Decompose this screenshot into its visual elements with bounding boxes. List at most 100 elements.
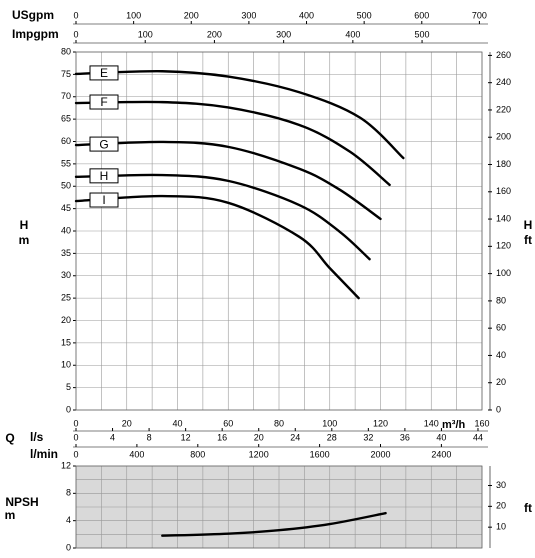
pump-curve xyxy=(74,140,382,221)
y2-tick-label: 80 xyxy=(496,295,506,305)
y-tick-label: 25 xyxy=(61,293,71,303)
npsh-label: NPSH xyxy=(5,495,38,509)
lmin-tick-label: 800 xyxy=(190,449,205,459)
y-tick-label: 70 xyxy=(61,91,71,101)
usgpm-tick-label: 700 xyxy=(472,10,487,20)
y-tick-label: 50 xyxy=(61,181,71,191)
usgpm-tick-label: 100 xyxy=(126,10,141,20)
y2-tick-label: 0 xyxy=(496,404,501,414)
x-tick-label: 60 xyxy=(223,418,233,428)
y2-tick-label: 140 xyxy=(496,213,511,223)
y2-tick-label: 120 xyxy=(496,241,511,251)
usgpm-tick-label: 200 xyxy=(184,10,199,20)
x-tick-label: 160 xyxy=(474,418,489,428)
q-label: Q xyxy=(5,431,14,445)
lmin-tick-label: 0 xyxy=(73,449,78,459)
y2-tick-label: 60 xyxy=(496,323,506,333)
ls-tick-label: 44 xyxy=(473,432,483,442)
lmin-tick-label: 1600 xyxy=(310,449,330,459)
plot-frame xyxy=(75,51,483,411)
ls-tick-label: 0 xyxy=(73,432,78,442)
pump-curve xyxy=(74,194,360,300)
curve-label-box xyxy=(89,94,119,110)
y-tick-label: 30 xyxy=(61,270,71,280)
usgpm-name: USgpm xyxy=(12,8,54,22)
impgpm-tick-label: 300 xyxy=(276,29,291,39)
pump-curve xyxy=(74,69,405,160)
y2-axis-unit: ft xyxy=(524,233,532,247)
y-tick-label: 8 xyxy=(66,488,71,498)
y2-tick-label: 20 xyxy=(496,377,506,387)
usgpm-tick-label: 0 xyxy=(73,10,78,20)
y-tick-label: 12 xyxy=(61,460,71,470)
y2-tick-label: 200 xyxy=(496,132,511,142)
lmin-tick-label: 400 xyxy=(129,449,144,459)
y-tick-label: 75 xyxy=(61,69,71,79)
y2-tick-label: 30 xyxy=(496,480,506,490)
pump-curve xyxy=(74,173,371,261)
npsh-unit: m xyxy=(5,508,16,522)
ls-tick-label: 28 xyxy=(327,432,337,442)
ls-name: l/s xyxy=(30,430,44,444)
y2-tick-label: 180 xyxy=(496,159,511,169)
ls-tick-label: 24 xyxy=(290,432,300,442)
usgpm-tick-label: 600 xyxy=(414,10,429,20)
y-tick-label: 15 xyxy=(61,337,71,347)
curve-label-box xyxy=(89,136,119,152)
pump-curve xyxy=(161,511,387,537)
curve-label-box xyxy=(89,168,119,184)
x-tick-label: 0 xyxy=(73,418,78,428)
impgpm-tick-label: 400 xyxy=(345,29,360,39)
usgpm-tick-label: 300 xyxy=(241,10,256,20)
y2-tick-label: 20 xyxy=(496,501,506,511)
y2-tick-label: 100 xyxy=(496,268,511,278)
curve-label: H xyxy=(100,169,109,183)
y2-tick-label: 40 xyxy=(496,350,506,360)
plot-frame xyxy=(75,465,483,549)
ls-tick-label: 36 xyxy=(400,432,410,442)
y2-axis-label: H xyxy=(524,218,533,232)
curve-label-box xyxy=(89,192,119,208)
curve-label: F xyxy=(100,95,107,109)
lmin-tick-label: 1200 xyxy=(249,449,269,459)
curve-label: G xyxy=(99,137,108,151)
y-tick-label: 0 xyxy=(66,404,71,414)
impgpm-tick-label: 500 xyxy=(415,29,430,39)
y-tick-label: 20 xyxy=(61,315,71,325)
impgpm-name: Impgpm xyxy=(12,27,59,41)
y-tick-label: 0 xyxy=(66,542,71,552)
x-tick-label: 100 xyxy=(322,418,337,428)
y-axis-label: H xyxy=(20,218,29,232)
ls-tick-label: 8 xyxy=(147,432,152,442)
ls-tick-label: 12 xyxy=(181,432,191,442)
usgpm-tick-label: 500 xyxy=(357,10,372,20)
y-axis-unit: m xyxy=(19,233,30,247)
y-tick-label: 10 xyxy=(61,360,71,370)
y-tick-label: 40 xyxy=(61,225,71,235)
y-tick-label: 60 xyxy=(61,136,71,146)
impgpm-tick-label: 0 xyxy=(73,29,78,39)
y-tick-label: 4 xyxy=(66,515,71,525)
x-tick-label: 20 xyxy=(122,418,132,428)
curve-label-box xyxy=(89,65,119,81)
y2-tick-label: 240 xyxy=(496,77,511,87)
y-tick-label: 65 xyxy=(61,114,71,124)
ls-tick-label: 4 xyxy=(110,432,115,442)
y2-tick-label: 260 xyxy=(496,50,511,60)
lmin-tick-label: 2000 xyxy=(370,449,390,459)
ls-tick-label: 20 xyxy=(254,432,264,442)
y-tick-label: 5 xyxy=(66,382,71,392)
x-axis-label: m³/h xyxy=(442,419,466,431)
impgpm-tick-label: 200 xyxy=(207,29,222,39)
y2-tick-label: 10 xyxy=(496,522,506,532)
usgpm-tick-label: 400 xyxy=(299,10,314,20)
curve-label: E xyxy=(100,66,108,80)
ls-tick-label: 40 xyxy=(436,432,446,442)
lmin-name: l/min xyxy=(30,447,58,461)
pump-curve xyxy=(74,100,391,187)
ls-tick-label: 32 xyxy=(363,432,373,442)
ls-tick-label: 16 xyxy=(217,432,227,442)
x-tick-label: 40 xyxy=(172,418,182,428)
y2-tick-label: 220 xyxy=(496,104,511,114)
